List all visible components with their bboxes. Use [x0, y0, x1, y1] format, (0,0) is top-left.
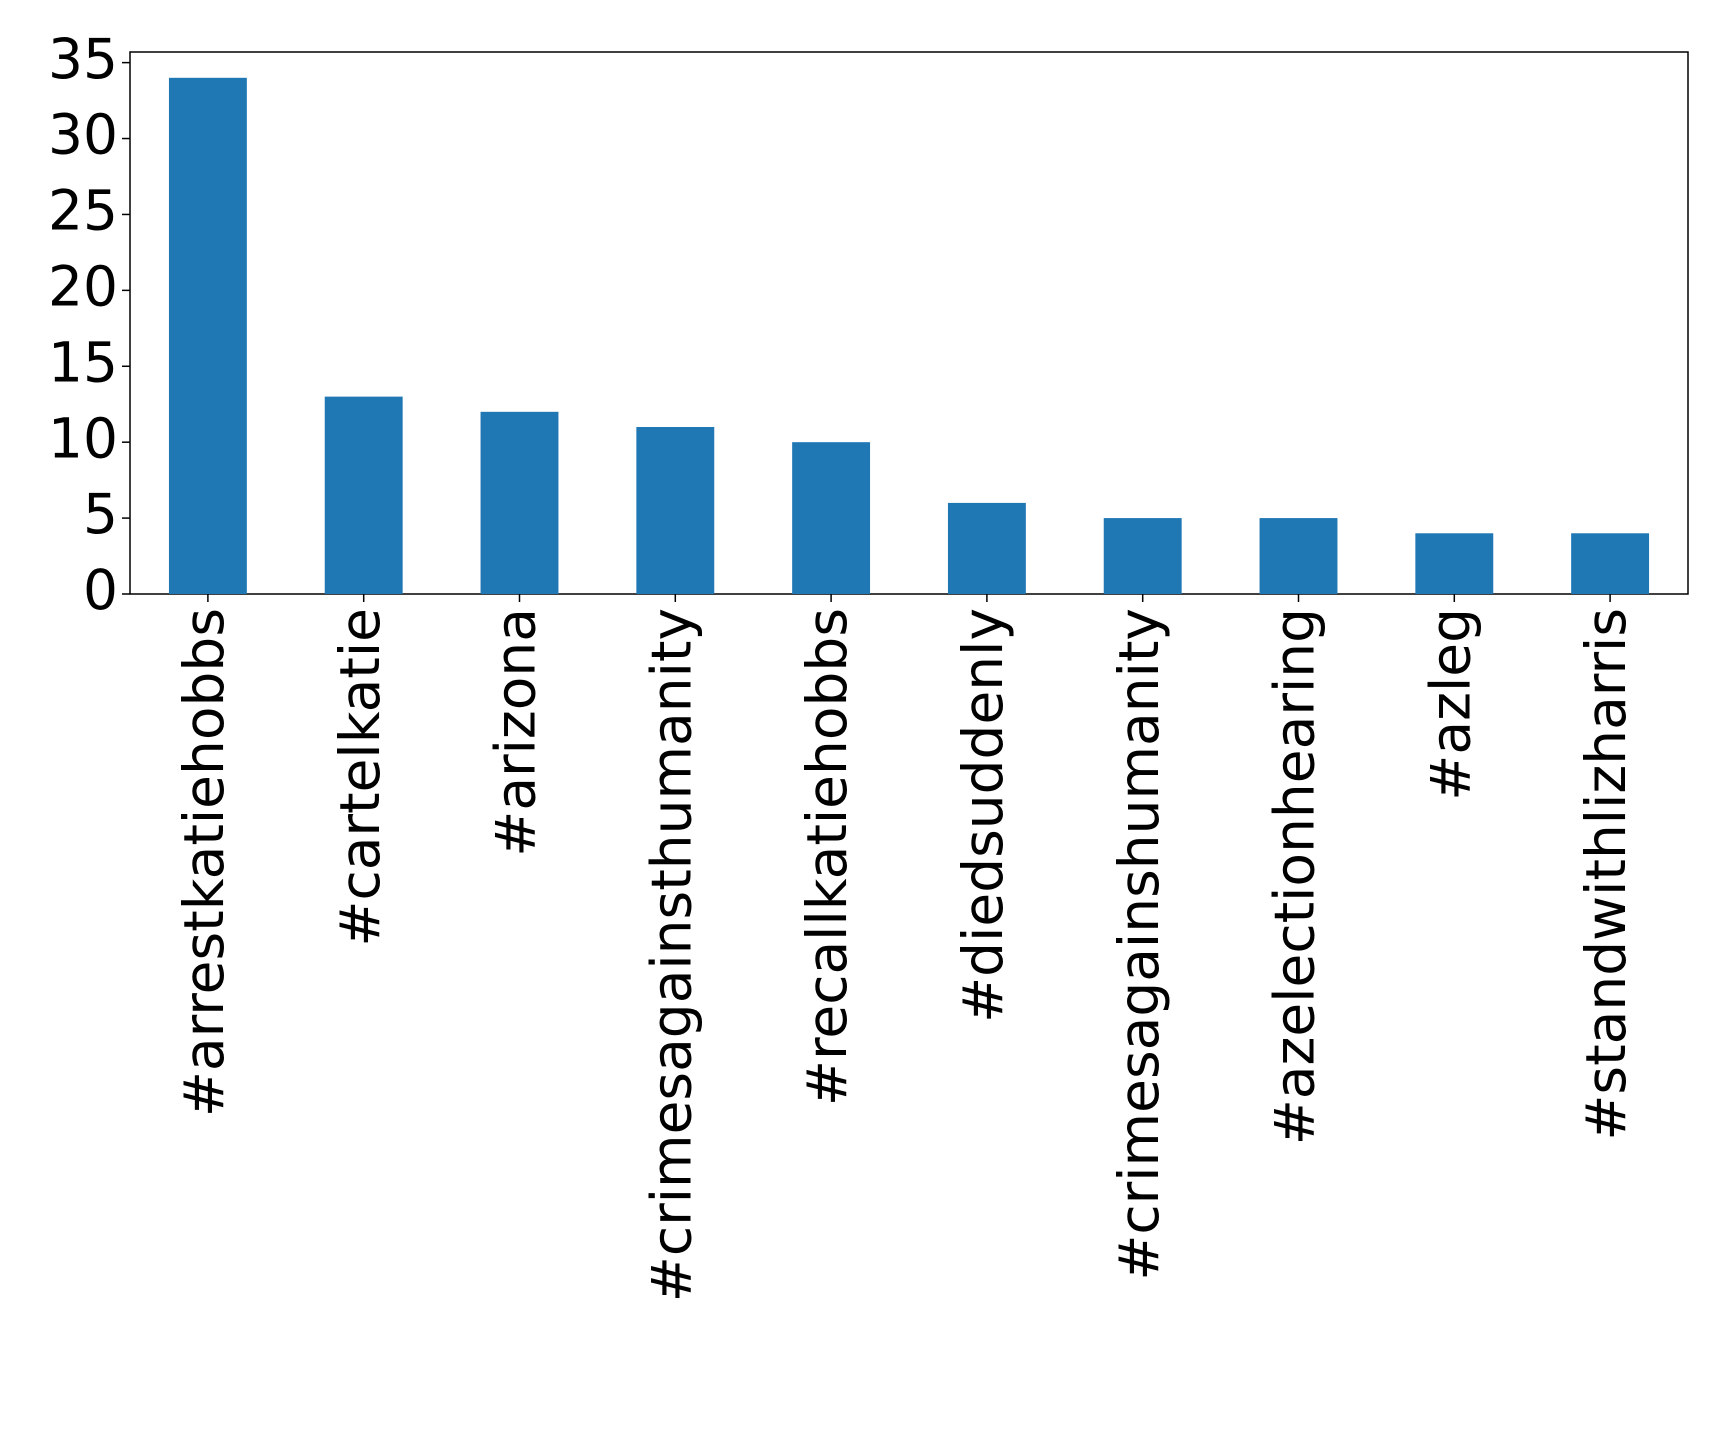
y-tick-label: 20 — [48, 254, 118, 318]
bar — [947, 502, 1026, 594]
y-tick-label: 30 — [48, 103, 118, 167]
bar — [324, 396, 403, 594]
bar — [1259, 518, 1338, 594]
bar — [168, 77, 247, 595]
x-tick-label: #crimesagainsthumanity — [639, 608, 703, 1302]
x-tick-label: #cartelkatie — [328, 608, 392, 947]
plot-frame — [129, 51, 1689, 595]
bar — [636, 426, 715, 594]
bar — [1415, 533, 1494, 594]
bar — [1103, 518, 1182, 594]
y-tick-label: 5 — [83, 482, 118, 546]
bar — [792, 442, 871, 594]
x-tick-label: #standwithlizharris — [1574, 608, 1638, 1141]
x-tick-label: #azleg — [1418, 608, 1482, 801]
bar — [1571, 533, 1650, 594]
y-tick-label: 0 — [83, 558, 118, 622]
x-tick-label: #arrestkatiehobbs — [172, 608, 236, 1117]
y-tick-label: 25 — [48, 179, 118, 243]
y-tick-label: 10 — [48, 406, 118, 470]
y-tick-label: 15 — [48, 330, 118, 394]
x-tick-label: #diedsuddenly — [951, 608, 1015, 1023]
x-tick-label: #azelectionhearing — [1263, 608, 1327, 1145]
x-tick-label: #crimesagainshumanity — [1107, 608, 1171, 1281]
y-tick-label: 35 — [48, 27, 118, 91]
x-tick-label: #recallkatiehobbs — [795, 608, 859, 1106]
bar — [480, 411, 559, 594]
x-tick-label: #arizona — [484, 608, 548, 857]
